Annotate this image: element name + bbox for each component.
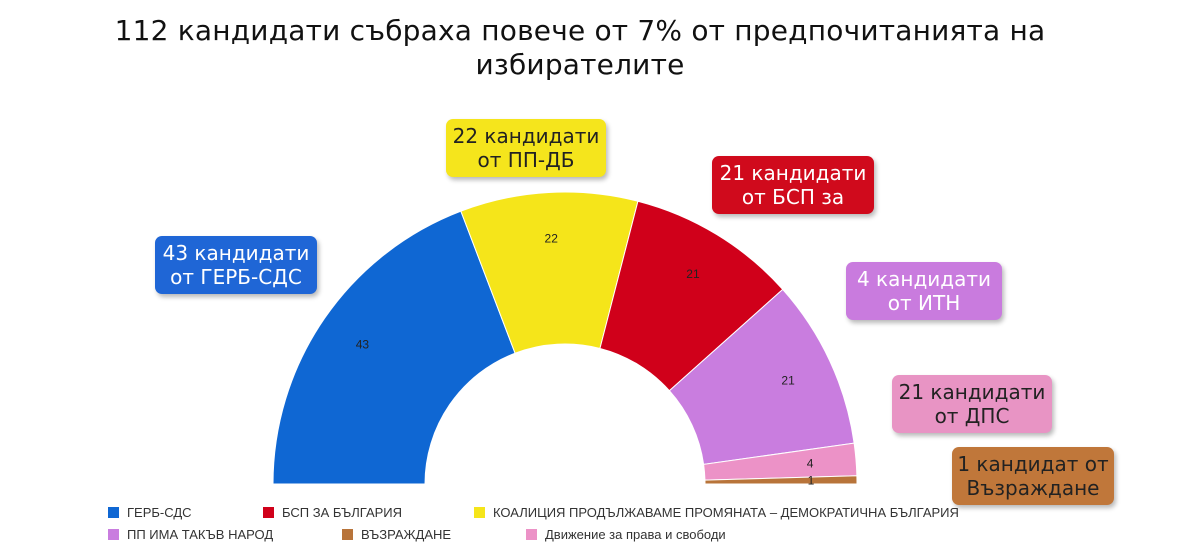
callout-itn: 4 кандидати от ИТН [846,262,1002,320]
chart-legend: ГЕРБ-СДС БСП ЗА БЪЛГАРИЯ КОАЛИЦИЯ ПРОДЪЛ… [108,505,1108,549]
legend-item-itn: ПП ИМА ТАКЪВ НАРОД [108,527,273,542]
legend-item-vazrazhdane: ВЪЗРАЖДАНЕ [342,527,451,542]
chart-title-line1: 112 кандидати събраха повече от 7% от пр… [114,14,1046,47]
slice-label-5: 1 [808,474,815,488]
legend-label-itn: ПП ИМА ТАКЪВ НАРОД [127,527,274,542]
slice-label-0: 43 [356,337,370,351]
callout-ppdb: 22 кандидати от ПП-ДБ [446,119,606,177]
callout-ppdb-line2: от ПП-ДБ [477,148,575,172]
chart-title-line2: избирателите [475,48,685,81]
callout-vazrazhdane-line2: Възраждане [966,476,1100,500]
callout-itn-line1: 4 кандидати [856,267,992,291]
slice-0 [272,210,516,485]
callout-gerb-line1: 43 кандидати [162,241,310,265]
legend-item-dps: Движение за права и свободи [526,527,726,542]
callout-itn-line2: от ИТН [887,291,961,315]
callout-bsp-line2: от БСП за [741,185,845,209]
legend-swatch-ppdb [474,507,485,518]
callout-ppdb-line1: 22 кандидати [452,124,600,148]
slice-label-3: 21 [781,373,795,387]
legend-label-ppdb: КОАЛИЦИЯ ПРОДЪЛЖАВАМЕ ПРОМЯНАТА – ДЕМОКР… [493,505,959,520]
legend-label-vazrazhdane: ВЪЗРАЖДАНЕ [361,527,452,542]
slice-label-2: 21 [686,267,700,281]
legend-label-gerb: ГЕРБ-СДС [127,505,192,520]
callout-gerb-line2: от ГЕРБ-СДС [170,265,302,289]
callout-gerb: 43 кандидати от ГЕРБ-СДС [155,236,317,294]
legend-item-bsp: БСП ЗА БЪЛГАРИЯ [263,505,402,520]
callout-vazrazhdane: 1 кандидат от Възраждане [952,447,1114,505]
legend-swatch-bsp [263,507,274,518]
legend-swatch-itn [108,529,119,540]
legend-swatch-gerb [108,507,119,518]
callout-dps-line2: от ДПС [934,404,1010,428]
legend-label-bsp: БСП ЗА БЪЛГАРИЯ [282,505,403,520]
legend-item-gerb: ГЕРБ-СДС [108,505,192,520]
chart-title: 112 кандидати събраха повече от 7% от пр… [80,14,1080,82]
callout-bsp: 21 кандидати от БСП за [712,156,874,214]
legend-label-dps: Движение за права и свободи [545,527,726,542]
callout-dps-line1: 21 кандидати [898,380,1046,404]
slice-label-1: 22 [545,231,559,245]
callout-vazrazhdane-line1: 1 кандидат от [957,452,1109,476]
slice-5 [704,475,858,485]
legend-swatch-vazrazhdane [342,529,353,540]
slice-label-4: 4 [807,456,814,470]
legend-row-1: ГЕРБ-СДС БСП ЗА БЪЛГАРИЯ КОАЛИЦИЯ ПРОДЪЛ… [108,505,1108,527]
callout-dps: 21 кандидати от ДПС [892,375,1052,433]
legend-swatch-dps [526,529,537,540]
callout-bsp-line1: 21 кандидати [719,161,867,185]
legend-row-2: ПП ИМА ТАКЪВ НАРОД ВЪЗРАЖДАНЕ Движение з… [108,527,1108,549]
legend-item-ppdb: КОАЛИЦИЯ ПРОДЪЛЖАВАМЕ ПРОМЯНАТА – ДЕМОКР… [474,505,959,520]
